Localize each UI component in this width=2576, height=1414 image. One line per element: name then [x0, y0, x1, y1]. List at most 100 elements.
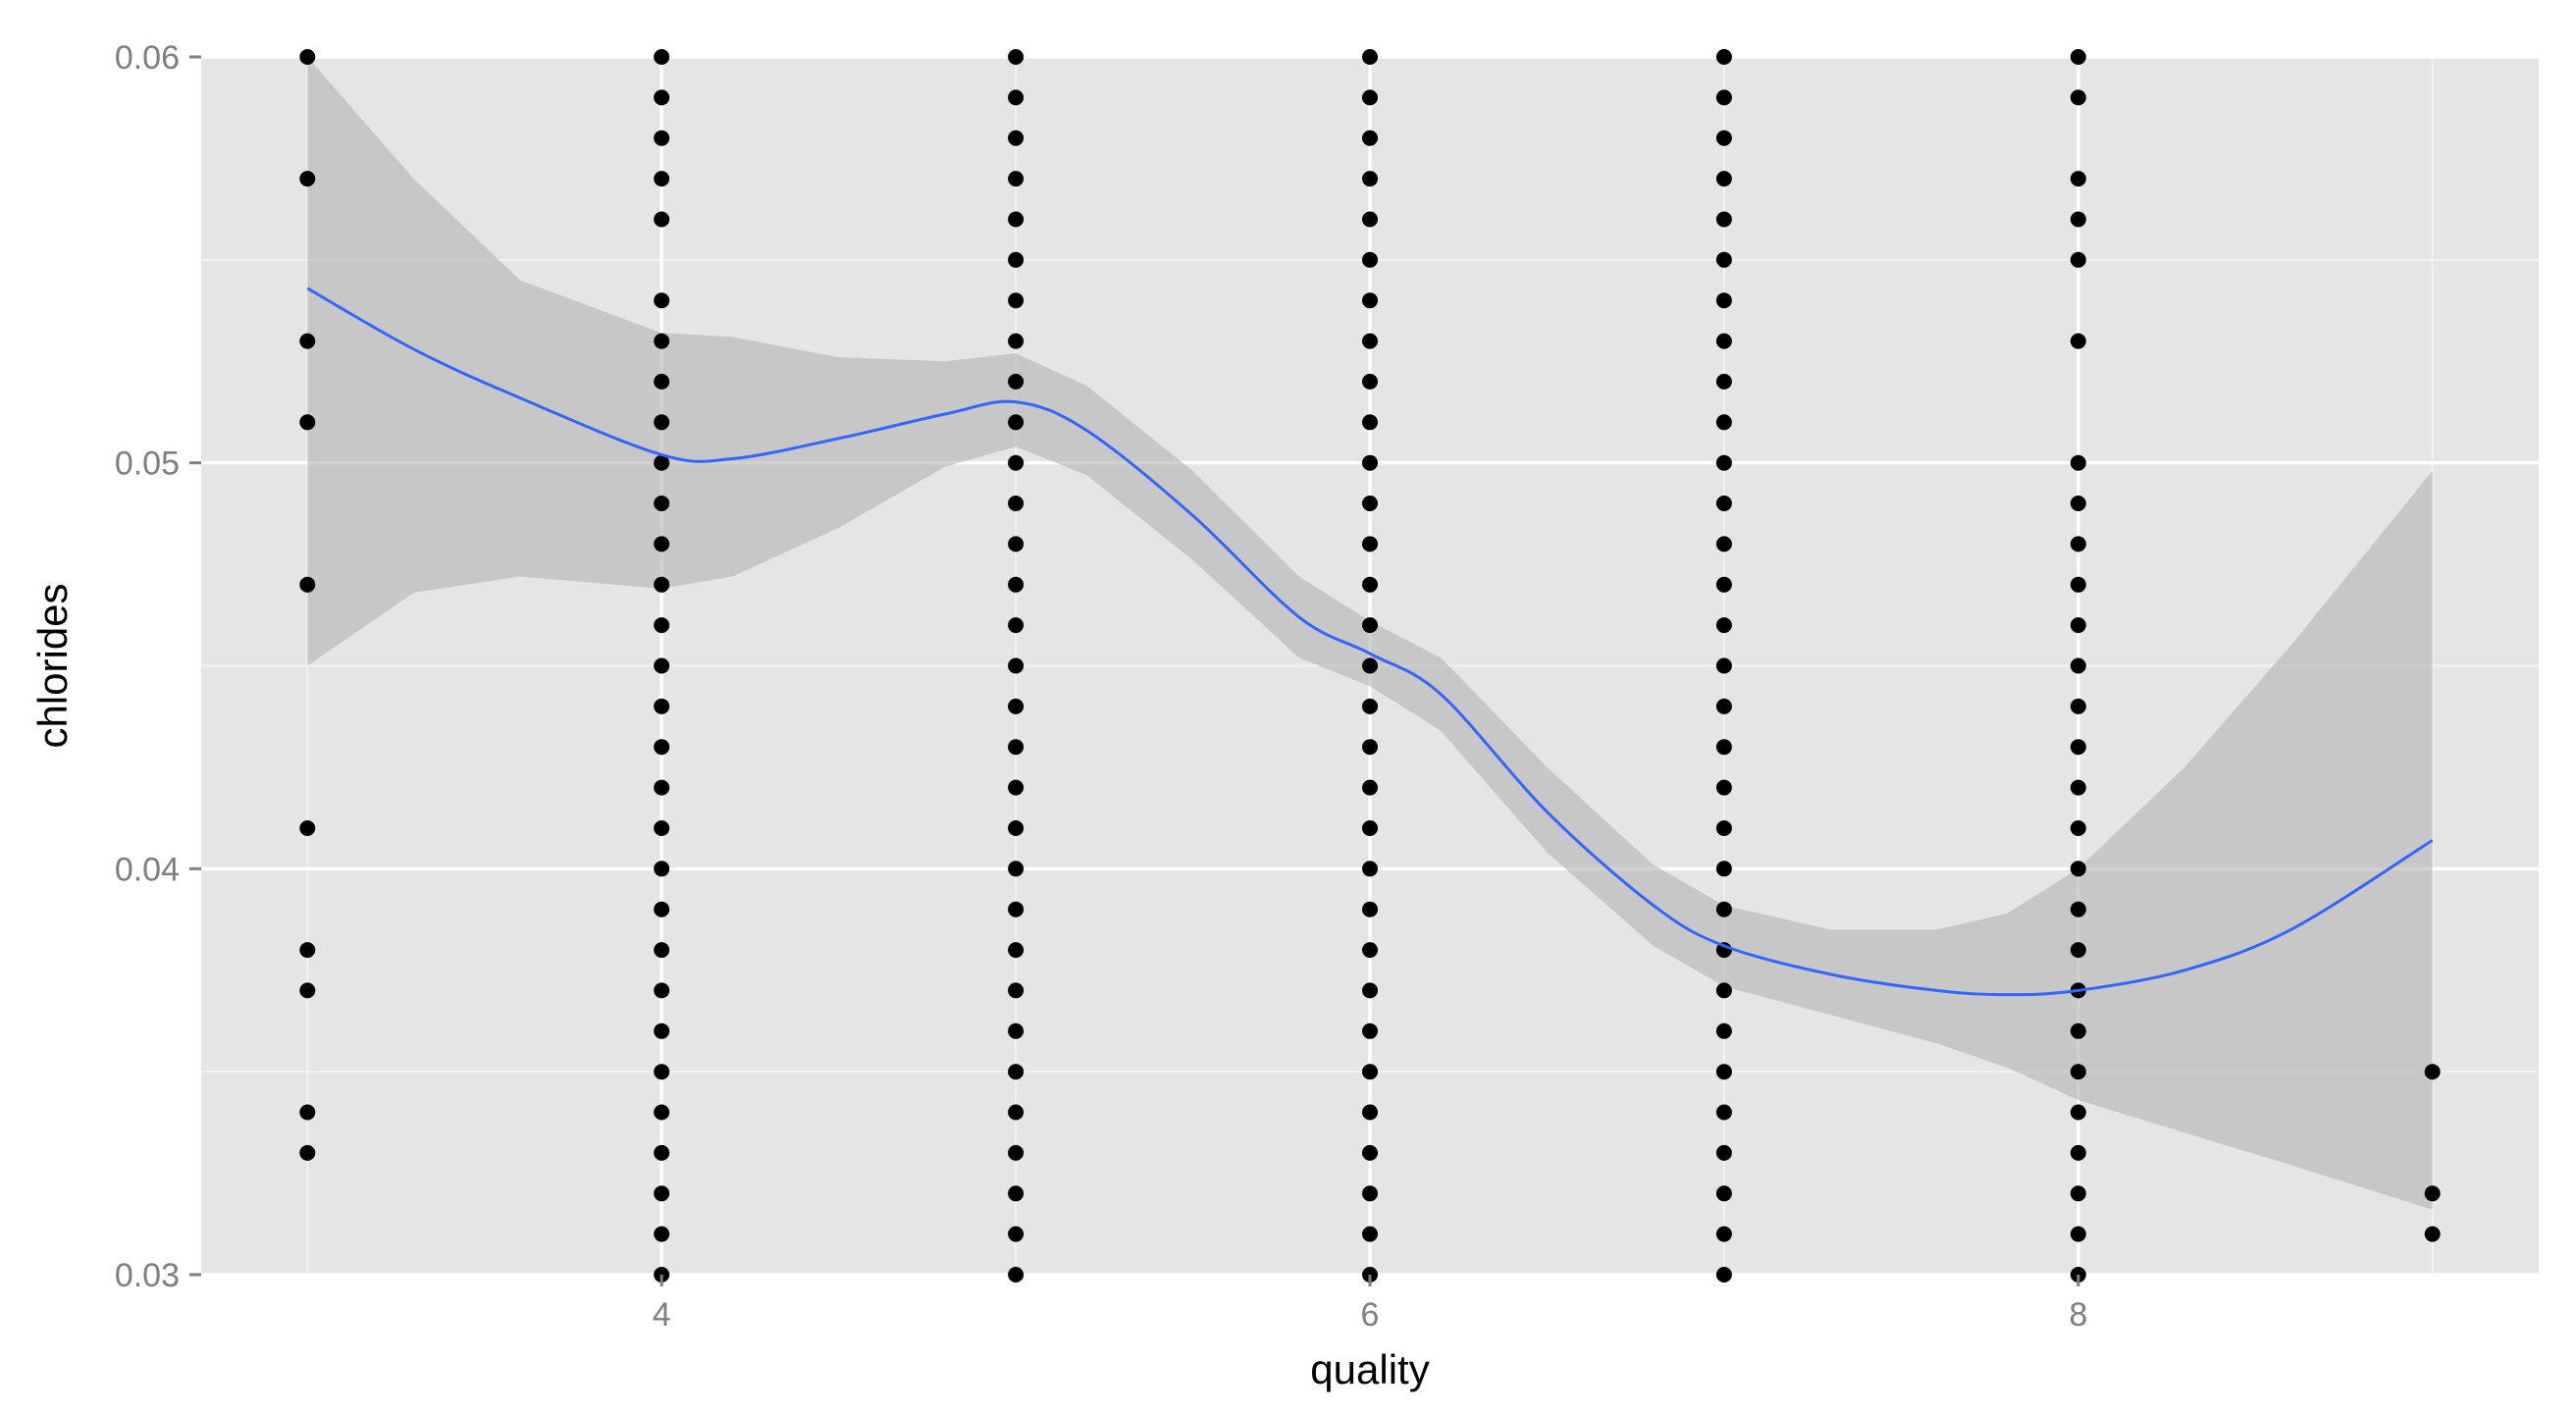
data-point	[1362, 942, 1378, 959]
data-point	[1362, 1064, 1378, 1080]
data-point	[1715, 496, 1732, 511]
data-point	[1715, 982, 1732, 999]
data-point	[1008, 130, 1025, 146]
y-tick-label: 0.06	[115, 39, 180, 77]
data-point	[1715, 739, 1732, 756]
data-point	[654, 536, 670, 552]
data-point	[1715, 1144, 1732, 1161]
x-tick-label: 6	[1361, 1296, 1380, 1334]
data-point	[1362, 130, 1378, 146]
data-point	[1715, 1267, 1732, 1283]
data-point	[1362, 779, 1378, 796]
smooth-trend-line	[306, 287, 2434, 997]
data-point	[1362, 89, 1378, 106]
data-point	[654, 1022, 670, 1039]
data-point	[1362, 454, 1378, 471]
data-point	[1715, 89, 1732, 106]
data-point	[654, 454, 670, 471]
data-point	[2070, 536, 2086, 552]
data-point	[1715, 414, 1732, 431]
x-tick-label: 4	[653, 1296, 671, 1334]
data-point	[1715, 130, 1732, 146]
data-point	[1362, 536, 1378, 552]
data-point	[1008, 1226, 1025, 1242]
data-point	[1362, 414, 1378, 431]
data-point	[2070, 901, 2086, 917]
data-point	[1008, 414, 1025, 431]
x-tick-label: 8	[2069, 1296, 2087, 1334]
data-point	[1715, 1104, 1732, 1121]
data-point	[2070, 779, 2086, 796]
scatter-points	[299, 49, 2441, 1283]
data-point	[1008, 171, 1025, 187]
data-point	[1008, 779, 1025, 796]
data-point	[654, 820, 670, 836]
data-point	[2070, 1064, 2086, 1080]
data-point	[1008, 942, 1025, 959]
data-point	[1715, 536, 1732, 552]
data-point	[2070, 1185, 2086, 1202]
data-point	[2070, 251, 2086, 268]
data-point	[2070, 942, 2086, 959]
data-point	[2070, 1022, 2086, 1039]
data-point	[1008, 1104, 1025, 1121]
data-point	[1362, 333, 1378, 349]
data-point	[654, 901, 670, 917]
data-point	[2070, 454, 2086, 471]
data-point	[654, 130, 670, 146]
data-point	[654, 861, 670, 877]
data-point	[2070, 496, 2086, 511]
data-point	[654, 779, 670, 796]
data-point	[2070, 657, 2086, 674]
data-point	[1715, 211, 1732, 228]
data-point	[654, 1104, 670, 1121]
data-point	[1715, 901, 1732, 917]
data-point	[2424, 1226, 2441, 1242]
data-point	[1008, 251, 1025, 268]
data-point	[2070, 333, 2086, 349]
data-point	[654, 739, 670, 756]
data-point	[2070, 171, 2086, 187]
data-point	[654, 576, 670, 593]
data-point	[1715, 171, 1732, 187]
data-point	[1715, 698, 1732, 714]
data-point	[1362, 1144, 1378, 1161]
data-point	[299, 414, 316, 431]
data-point	[1715, 1226, 1732, 1242]
data-point	[654, 698, 670, 714]
data-point	[654, 1185, 670, 1202]
data-point	[1362, 251, 1378, 268]
data-point	[1008, 576, 1025, 593]
y-tick-label: 0.04	[115, 851, 180, 888]
data-point	[1362, 1104, 1378, 1121]
y-axis-ticks: 0.03 0.04 0.05 0.06	[115, 39, 201, 1294]
data-point	[1362, 1022, 1378, 1039]
data-point	[1362, 698, 1378, 714]
data-point	[1008, 698, 1025, 714]
data-point	[654, 1144, 670, 1161]
data-point	[654, 333, 670, 349]
data-point	[2070, 89, 2086, 106]
data-point	[654, 982, 670, 999]
data-point	[1008, 496, 1025, 511]
data-point	[1008, 89, 1025, 106]
data-point	[299, 333, 316, 349]
data-point	[1362, 171, 1378, 187]
data-point	[1362, 496, 1378, 511]
data-point	[1362, 1185, 1378, 1202]
data-point	[654, 373, 670, 390]
data-point	[299, 820, 316, 836]
data-point	[1715, 779, 1732, 796]
data-point	[1362, 861, 1378, 877]
data-point	[1008, 211, 1025, 228]
data-point	[654, 1226, 670, 1242]
y-tick-label: 0.05	[115, 445, 180, 483]
data-point	[1715, 657, 1732, 674]
data-point	[1008, 1144, 1025, 1161]
data-point	[299, 171, 316, 187]
data-point	[654, 292, 670, 309]
x-axis-title: quality	[1310, 1346, 1429, 1392]
data-point	[1008, 1185, 1025, 1202]
